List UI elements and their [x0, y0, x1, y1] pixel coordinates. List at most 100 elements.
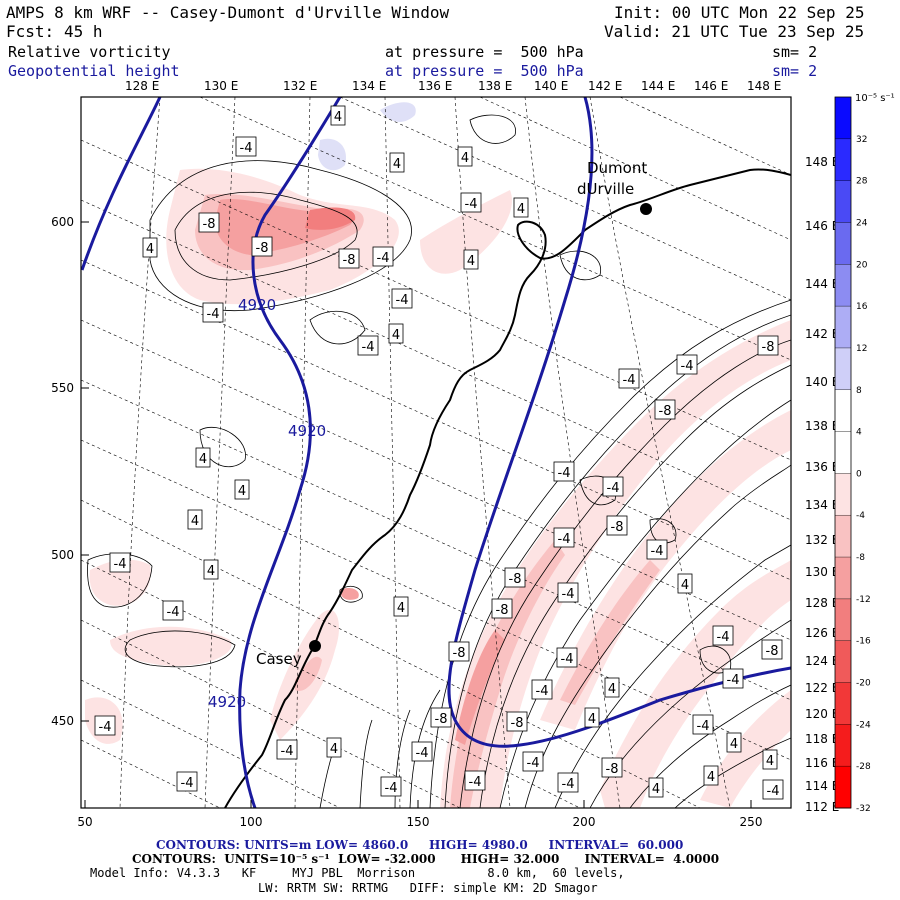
colorbar-tick-label: -28 — [856, 762, 871, 772]
vorticity-label-box — [393, 596, 409, 617]
vorticity-contour-label: -4 — [562, 777, 575, 792]
vorticity-label-box — [712, 625, 734, 646]
vorticity-label-box — [203, 559, 219, 580]
geopotential-label: 4920 — [208, 693, 246, 711]
y-tick-label: 550 — [51, 381, 74, 395]
vorticity-contour-label: -8 — [511, 716, 524, 731]
vorticity-label-box — [553, 461, 575, 482]
vorticity-label-box — [646, 539, 668, 560]
x-tick-label: 250 — [740, 815, 763, 829]
colorbar-swatch — [835, 682, 851, 725]
vorticity-contour-label: -4 — [207, 307, 220, 322]
coastline — [224, 168, 791, 808]
colorbar-swatch — [835, 724, 851, 767]
vorticity-label-box — [109, 552, 131, 573]
right-longitude-label: 114 E — [805, 779, 839, 793]
field1-name: Relative vorticity — [8, 43, 171, 61]
y-tick-label: 500 — [51, 548, 74, 562]
vorticity-label-box — [606, 515, 628, 536]
vorticity-contour-label: -4 — [536, 684, 549, 699]
vorticity-label-box — [604, 677, 620, 698]
vorticity-contour-label: -8 — [509, 572, 522, 587]
right-longitude-label: 124 E — [805, 654, 839, 668]
vorticity-label-box — [504, 567, 526, 588]
right-longitude-label: 130 E — [805, 565, 839, 579]
vorticity-contour-label: -4 — [527, 756, 540, 771]
vorticity-contour-label: 4 — [766, 754, 774, 769]
y-tick-label: 600 — [51, 215, 74, 229]
vorticity-label-box — [457, 146, 473, 167]
dumont-durville-station-marker — [640, 203, 652, 215]
colorbar-tick-label: -8 — [856, 553, 865, 563]
top-longitude-label: 136 E — [418, 79, 452, 93]
colorbar-unit-label: 10⁻⁵ s⁻¹ — [855, 93, 895, 104]
vorticity-contour-label: -8 — [256, 241, 269, 256]
field2-smoothing: sm= 2 — [772, 62, 818, 80]
map-frame — [80, 96, 792, 809]
colorbar-swatch — [835, 515, 851, 558]
vorticity-contour-label: -8 — [496, 603, 509, 618]
vorticity-contour-label: -4 — [469, 775, 482, 790]
vorticity-contour-info: CONTOURS: UNITS=10⁻⁵ s⁻¹ LOW= -32.000 HI… — [132, 852, 720, 866]
vorticity-contour-label: -4 — [99, 720, 112, 735]
top-longitude-label: 144 E — [641, 79, 675, 93]
right-longitude-label: 118 E — [805, 732, 839, 746]
vorticity-label-box — [762, 779, 784, 800]
geopotential-contours — [81, 97, 791, 808]
geopotential-label: 4920 — [288, 422, 326, 440]
vorticity-contour-label: 4 — [238, 484, 246, 499]
top-longitude-labels: 128 E 130 E 132 E 134 E 136 E 138 E 140 E 142 E… — [125, 79, 781, 93]
top-longitude-label: 128 E — [125, 79, 159, 93]
vorticity-label-box — [411, 741, 433, 762]
vorticity-label-box — [726, 732, 742, 753]
colorbar-tick-label: 4 — [856, 428, 862, 438]
vorticity-contour-label: -4 — [727, 673, 740, 688]
vorticity-contour-label: -4 — [465, 197, 478, 212]
colorbar-tick-label: 12 — [856, 344, 867, 354]
vorticity-label-box — [618, 368, 640, 389]
y-axis-labels: 600 550 500 450 — [51, 215, 74, 728]
vorticity-contour-label: 4 — [397, 601, 405, 616]
vorticity-label-box — [391, 288, 413, 309]
vorticity-label-box — [372, 246, 394, 267]
vorticity-label-box — [522, 751, 544, 772]
colorbar-tick-label: -24 — [856, 720, 871, 730]
y-tick-label: 450 — [51, 714, 74, 728]
colorbar-swatch — [835, 766, 851, 809]
vorticity-label-box — [338, 248, 360, 269]
colorbar-tick-label: 28 — [856, 177, 868, 187]
vorticity-contour-label: -4 — [181, 776, 194, 791]
vorticity-label-box — [513, 197, 529, 218]
right-longitude-label: 126 E — [805, 626, 839, 640]
vorticity-label-box — [235, 136, 257, 157]
vorticity-contour-label: -4 — [377, 251, 390, 266]
vorticity-label-box — [531, 679, 553, 700]
vorticity-contour-label: -8 — [453, 646, 466, 661]
vorticity-label-box — [448, 641, 470, 662]
vorticity-contour-label: 4 — [146, 242, 154, 257]
vorticity-contour-label: -4 — [385, 781, 398, 796]
vorticity-label-box — [761, 639, 783, 660]
vorticity-label-box — [202, 302, 224, 323]
casey-label: Casey — [256, 650, 302, 668]
vorticity-contour-label: -4 — [167, 605, 180, 620]
colorbar-swatch — [835, 180, 851, 223]
vorticity-label-box — [757, 335, 779, 356]
x-tick-label: 100 — [240, 815, 263, 829]
top-longitude-label: 140 E — [534, 79, 568, 93]
colorbar-swatch — [835, 473, 851, 516]
vorticity-contour-label: -4 — [558, 532, 571, 547]
top-longitude-label: 134 E — [352, 79, 386, 93]
vorticity-label-box — [722, 668, 744, 689]
right-longitude-label: 142 E — [805, 327, 839, 341]
x-tick-label: 150 — [407, 815, 430, 829]
vorticity-label-box — [556, 647, 578, 668]
vorticity-contour-label: -4 — [767, 784, 780, 799]
vorticity-contour-label: -8 — [611, 520, 624, 535]
model-info: Model Info: V4.3.3 KF MYJ PBL Morrison 8… — [90, 866, 625, 880]
vorticity-label-box — [676, 354, 698, 375]
vorticity-contour-label: -8 — [343, 253, 356, 268]
vorticity-contour-label: -8 — [203, 217, 216, 232]
x-tick-label: 50 — [77, 815, 92, 829]
